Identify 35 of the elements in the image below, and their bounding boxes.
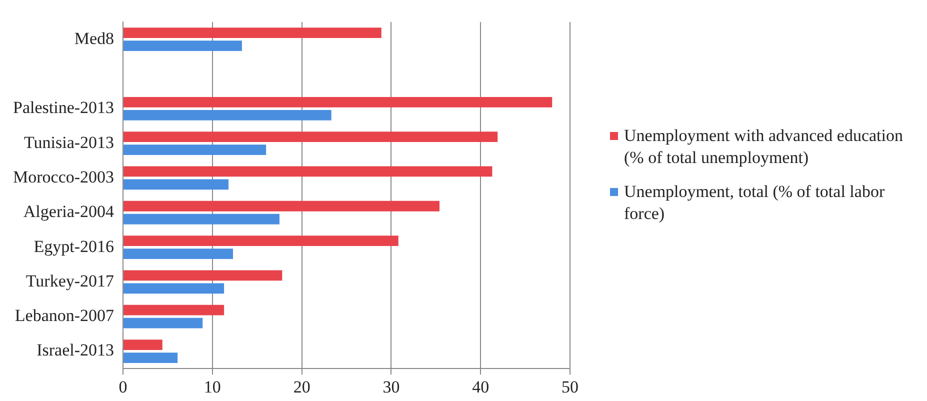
bar	[124, 200, 440, 212]
bar	[124, 214, 280, 224]
bar	[124, 28, 382, 38]
y-tick-label: Med8	[74, 28, 114, 48]
x-tick-label: 20	[293, 377, 310, 396]
x-tick-label: 0	[118, 377, 128, 396]
legend-label: Unemployment, total (% of total labor force)	[624, 182, 885, 223]
bar	[124, 132, 498, 142]
x-tick-label: 10	[204, 377, 221, 396]
bar	[124, 179, 229, 190]
x-tick-label: 40	[472, 377, 490, 396]
y-tick-label: Lebanon-2007	[14, 306, 115, 326]
bar	[124, 340, 162, 350]
bar	[124, 144, 266, 156]
y-tick-label: Egypt-2016	[34, 236, 114, 256]
legend-label: Unemployment with advanced education (% of total unemployment)	[624, 126, 903, 167]
y-tick-label: Israel-2013	[36, 340, 114, 360]
bar	[124, 166, 492, 177]
bar	[124, 236, 398, 246]
y-tick-label: Turkey-2017	[26, 271, 115, 290]
x-tick-label: 30	[382, 377, 400, 396]
x-tick-label: 50	[562, 377, 578, 396]
y-tick-label: Algeria-2004	[23, 202, 115, 222]
y-tick-label: Morocco-2003	[13, 167, 114, 186]
bar	[124, 318, 203, 328]
bar	[124, 248, 233, 259]
bar	[124, 304, 224, 316]
y-tick-label: Tunisia-2013	[24, 132, 114, 152]
bar	[124, 96, 552, 108]
bar	[124, 40, 242, 52]
bar	[124, 283, 224, 294]
bar	[124, 270, 282, 281]
bar	[124, 110, 332, 120]
y-tick-label: Palestine-2013	[12, 98, 114, 118]
bar	[124, 352, 178, 363]
